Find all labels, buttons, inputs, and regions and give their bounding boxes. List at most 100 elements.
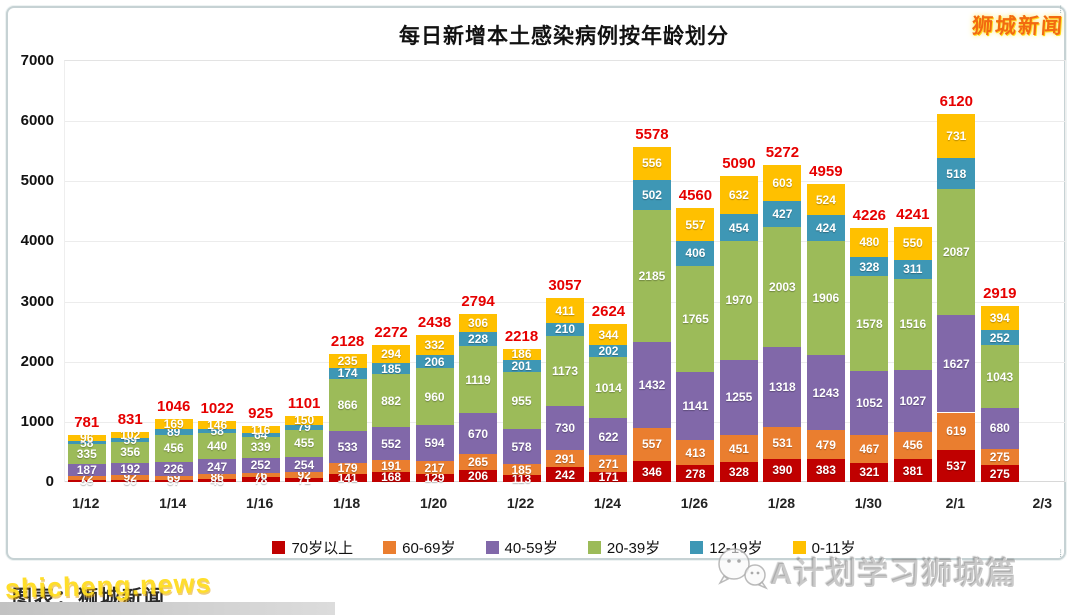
bar-segment-age-70-plus: 381 xyxy=(893,459,932,482)
bar-segment-age-20-39: 1014 xyxy=(589,357,628,419)
bar-segment-age-20-39: 440 xyxy=(198,432,237,460)
segment-value-label: 456 xyxy=(902,438,923,453)
bar-segment-age-12-19: 406 xyxy=(676,241,715,266)
bar-segment-age-20-39: 356 xyxy=(111,441,150,464)
bar-segment-age-12-19: 454 xyxy=(719,213,758,242)
bar-segment-age-70-plus: 390 xyxy=(763,458,802,482)
bar-segment-age-60-69: 185 xyxy=(502,464,541,476)
bar-segment-age-60-69: 271 xyxy=(589,455,628,472)
bar-segment-age-12-19: 252 xyxy=(980,330,1019,346)
bar-total-label: 781 xyxy=(74,414,100,432)
segment-value-label: 339 xyxy=(250,440,271,455)
segment-value-label: 1578 xyxy=(855,316,883,331)
segment-value-label: 206 xyxy=(424,354,445,369)
segment-value-label: 1141 xyxy=(682,399,709,414)
bar-segment-age-60-69: 265 xyxy=(459,453,498,470)
legend-swatch xyxy=(587,540,601,554)
segment-value-label: 467 xyxy=(859,441,880,456)
x-axis-tick-label: 2/3 xyxy=(1032,495,1052,511)
segment-value-label: 1243 xyxy=(812,385,840,400)
bar-segment-age-0-11: 550 xyxy=(893,226,932,261)
bar-segment-age-70-plus: 321 xyxy=(850,462,889,482)
x-axis-tick-label: 1/18 xyxy=(332,495,361,511)
bar-segment-age-0-11: 557 xyxy=(676,207,715,242)
y-axis-tick-label: 6000 xyxy=(20,112,54,130)
bar-segment-age-0-11: 394 xyxy=(980,306,1019,331)
y-axis: 0 1000 2000 3000 4000 5000 6000 7000 xyxy=(0,52,56,490)
bar-total-label: 2624 xyxy=(591,303,626,321)
bar-1-14: 37 69 226 456 89 169 1046 xyxy=(154,61,193,487)
bar-segment-age-0-11: 731 xyxy=(937,114,976,158)
legend-swatch xyxy=(690,540,704,554)
bar-segment-age-70-plus: 37 xyxy=(154,475,193,487)
bar-segment-age-70-plus: 71 xyxy=(285,474,324,486)
bar-segment-age-70-plus: 113 xyxy=(502,473,541,485)
x-axis-tick-label: 1/12 xyxy=(72,495,100,511)
bar-segment-age-40-59: 670 xyxy=(459,413,498,454)
bar-segment-age-0-11: 306 xyxy=(459,313,498,333)
bar-segment-age-0-11: 146 xyxy=(198,419,237,431)
segment-value-label: 406 xyxy=(685,246,706,261)
legend-swatch xyxy=(272,540,286,554)
bar-segment-age-40-59: 254 xyxy=(285,456,324,473)
y-axis-tick-label: 3000 xyxy=(20,292,54,310)
bar-segment-age-0-11: 169 xyxy=(154,418,193,430)
bar-segment-age-70-plus: 383 xyxy=(806,458,845,482)
bar-segment-age-60-69: 191 xyxy=(372,460,411,472)
bar-segment-age-12-19: 201 xyxy=(502,359,541,372)
segment-value-label: 171 xyxy=(598,469,619,484)
bar-total-label: 2128 xyxy=(330,333,365,351)
bar-total-label: 3057 xyxy=(548,277,582,295)
segment-value-label: 480 xyxy=(859,235,880,250)
bar-segment-age-20-39: 1970 xyxy=(719,241,758,360)
segment-value-label: 731 xyxy=(946,128,967,143)
bar-segment-age-70-plus: 129 xyxy=(415,472,454,484)
segment-value-label: 556 xyxy=(641,156,662,171)
legend-label: 12-19岁 xyxy=(709,539,763,557)
bar-segment-age-20-39: 1516 xyxy=(893,278,932,370)
bar-1-23: 242 291 730 1173 210 411 3057 xyxy=(546,61,584,482)
bar-total-label: 2218 xyxy=(504,327,539,345)
segment-value-label: 306 xyxy=(468,316,489,331)
bar-segment-age-60-69: 69 xyxy=(154,472,193,484)
bar-segment-age-70-plus: 168 xyxy=(372,471,411,483)
bar-segment-age-60-69: 456 xyxy=(893,431,932,460)
segment-value-label: 2003 xyxy=(769,280,796,295)
segment-value-label: 381 xyxy=(902,463,923,478)
legend-label: 40-59岁 xyxy=(504,539,558,557)
segment-value-label: 169 xyxy=(163,417,184,432)
bar-1-20: 129 217 594 960 206 332 2438 xyxy=(415,61,454,484)
y-axis-tick-label: 7000 xyxy=(20,52,54,69)
bar-segment-age-70-plus: 537 xyxy=(937,449,976,482)
bar-segment-age-60-69: 413 xyxy=(676,440,715,466)
segment-value-label: 1052 xyxy=(855,395,883,410)
segment-value-label: 1043 xyxy=(986,369,1014,384)
bar-1-31: 381 456 1027 1516 311 550 4241 xyxy=(893,61,932,482)
segment-value-label: 275 xyxy=(989,466,1010,481)
segment-value-label: 210 xyxy=(554,322,576,337)
bar-segment-age-20-39: 339 xyxy=(241,437,280,458)
bar-segment-age-20-39: 1173 xyxy=(546,335,584,407)
y-axis-tick-label: 0 xyxy=(45,473,54,490)
bar-segment-age-20-39: 335 xyxy=(67,444,106,465)
bar-1-29: 383 479 1243 1906 424 524 4959 xyxy=(806,61,845,482)
segment-value-label: 882 xyxy=(381,393,402,408)
bar-segment-age-40-59: 192 xyxy=(111,463,150,475)
bar-segment-age-60-69: 275 xyxy=(980,448,1019,466)
bar-segment-age-70-plus: 278 xyxy=(676,465,715,482)
segment-value-label: 440 xyxy=(207,439,228,454)
legend-item-age-0-11: 0-11岁 xyxy=(792,537,856,558)
bar-1-27: 328 451 1255 1970 454 632 5090 xyxy=(719,61,758,482)
bar-segment-age-20-39: 455 xyxy=(285,429,324,457)
segment-value-label: 632 xyxy=(728,187,749,202)
bar-segment-age-60-69: 86 xyxy=(198,471,237,483)
segment-value-label: 275 xyxy=(989,450,1010,465)
segment-value-label: 356 xyxy=(120,445,141,460)
bar-segment-age-70-plus: 328 xyxy=(719,462,758,482)
bar-segment-age-12-19: 174 xyxy=(328,367,367,379)
bar-segment-age-12-19: 79 xyxy=(285,421,324,433)
bar-segment-age-0-11: 332 xyxy=(415,335,454,356)
bar-segment-age-40-59: 226 xyxy=(154,462,193,476)
bar-segment-age-0-11: 632 xyxy=(719,175,758,214)
segment-value-label: 578 xyxy=(511,439,532,454)
